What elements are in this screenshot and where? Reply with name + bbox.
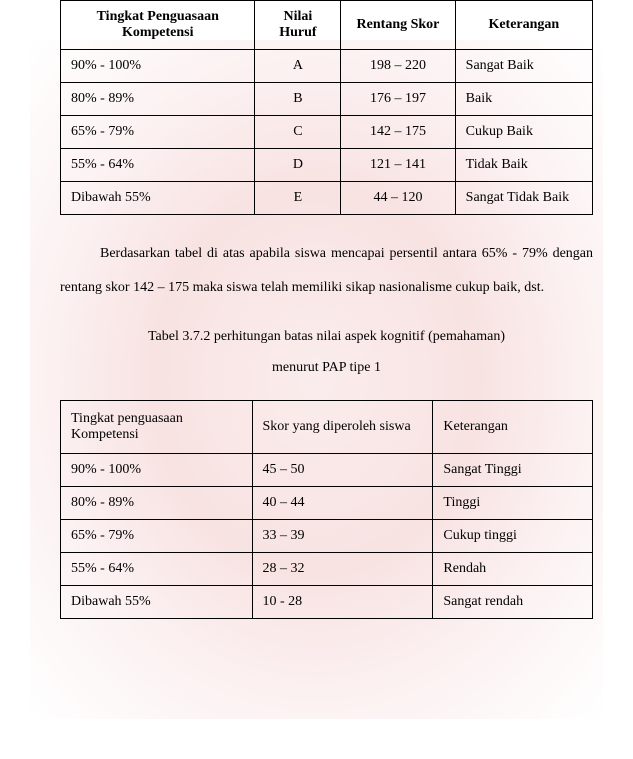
t1-cell: E (255, 182, 341, 215)
t2-cell: Rendah (433, 552, 593, 585)
t1-cell: 198 – 220 (341, 50, 455, 83)
t2-cell: Sangat rendah (433, 585, 593, 618)
table-row: 55% - 64% D 121 – 141 Tidak Baik (61, 149, 593, 182)
t1-cell: 65% - 79% (61, 116, 255, 149)
explanation-paragraph: Berdasarkan tabel di atas apabila siswa … (60, 237, 593, 304)
t1-cell: D (255, 149, 341, 182)
t2-h1: Tingkat penguasaan Kompetensi (61, 400, 253, 453)
t1-cell: Tidak Baik (455, 149, 592, 182)
table-row: 90% - 100% A 198 – 220 Sangat Baik (61, 50, 593, 83)
t2-cell: 28 – 32 (252, 552, 433, 585)
t1-cell: Dibawah 55% (61, 182, 255, 215)
t1-h2: Nilai Huruf (255, 1, 341, 50)
t1-cell: Sangat Baik (455, 50, 592, 83)
t1-cell: 90% - 100% (61, 50, 255, 83)
t1-cell: 80% - 89% (61, 83, 255, 116)
t1-cell: Sangat Tidak Baik (455, 182, 592, 215)
t1-h3: Rentang Skor (341, 1, 455, 50)
t1-cell: 55% - 64% (61, 149, 255, 182)
table-row: Dibawah 55% E 44 – 120 Sangat Tidak Baik (61, 182, 593, 215)
t2-cell: Sangat Tinggi (433, 453, 593, 486)
t1-h4: Keterangan (455, 1, 592, 50)
t1-cell: 176 – 197 (341, 83, 455, 116)
t2-cell: 65% - 79% (61, 519, 253, 552)
t2-cell: Dibawah 55% (61, 585, 253, 618)
t1-cell: Cukup Baik (455, 116, 592, 149)
t2-cell: 33 – 39 (252, 519, 433, 552)
table-row: 55% - 64% 28 – 32 Rendah (61, 552, 593, 585)
t2-cell: 40 – 44 (252, 486, 433, 519)
t1-cell: A (255, 50, 341, 83)
table-row: Dibawah 55% 10 - 28 Sangat rendah (61, 585, 593, 618)
table-row: 90% - 100% 45 – 50 Sangat Tinggi (61, 453, 593, 486)
t1-cell: 121 – 141 (341, 149, 455, 182)
caption-line2: menurut PAP tipe 1 (272, 360, 381, 375)
t2-cell: 55% - 64% (61, 552, 253, 585)
table-row: 65% - 79% C 142 – 175 Cukup Baik (61, 116, 593, 149)
t2-cell: 80% - 89% (61, 486, 253, 519)
t1-h1: Tingkat Penguasaan Kompetensi (61, 1, 255, 50)
t2-cell: 10 - 28 (252, 585, 433, 618)
competency-table-1: Tingkat Penguasaan Kompetensi Nilai Huru… (60, 0, 593, 215)
caption-line1: Tabel 3.7.2 perhitungan batas nilai aspe… (148, 329, 505, 344)
t1-cell: C (255, 116, 341, 149)
t1-cell: 44 – 120 (341, 182, 455, 215)
t1-cell: B (255, 83, 341, 116)
t1-cell: Baik (455, 83, 592, 116)
t2-cell: Tinggi (433, 486, 593, 519)
t2-cell: Cukup tinggi (433, 519, 593, 552)
t2-h3: Keterangan (433, 400, 593, 453)
table-row: 80% - 89% 40 – 44 Tinggi (61, 486, 593, 519)
table-row: 65% - 79% 33 – 39 Cukup tinggi (61, 519, 593, 552)
table-row: 80% - 89% B 176 – 197 Baik (61, 83, 593, 116)
t2-h2: Skor yang diperoleh siswa (252, 400, 433, 453)
table-caption: Tabel 3.7.2 perhitungan batas nilai aspe… (60, 322, 593, 384)
t1-cell: 142 – 175 (341, 116, 455, 149)
t2-cell: 45 – 50 (252, 453, 433, 486)
t2-cell: 90% - 100% (61, 453, 253, 486)
competency-table-2: Tingkat penguasaan Kompetensi Skor yang … (60, 400, 593, 619)
